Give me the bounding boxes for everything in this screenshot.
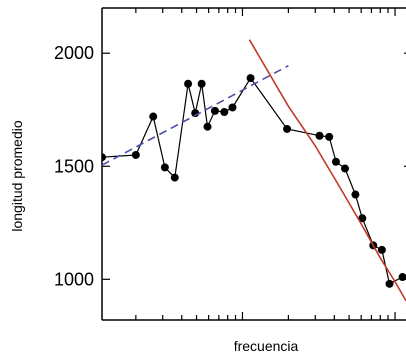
- y-tick-label: 2000: [54, 43, 94, 63]
- data-point: [131, 150, 140, 159]
- decay-fit-curve: [248, 39, 406, 302]
- y-tick-label: 1000: [54, 269, 94, 289]
- data-point: [149, 112, 158, 121]
- data-point: [341, 164, 350, 173]
- y-tick-label: 1500: [54, 156, 94, 176]
- data-point: [351, 190, 360, 199]
- data-point: [197, 79, 206, 88]
- labels-layer: longitud promedio frecuencia 1000 1500 200…: [9, 43, 299, 354]
- y-axis-title: longitud promedio: [9, 120, 25, 232]
- linear-fit-dashed-line: [102, 64, 289, 166]
- data-point: [377, 245, 386, 254]
- data-point: [385, 279, 394, 288]
- data-series-line: [102, 77, 403, 285]
- data-point: [203, 122, 212, 131]
- data-point: [325, 132, 334, 141]
- data-point: [228, 103, 237, 112]
- data-point: [358, 214, 367, 223]
- series-layer: [102, 39, 406, 302]
- data-point: [315, 131, 324, 140]
- data-point: [170, 173, 179, 182]
- data-point: [184, 79, 193, 88]
- axes: [101, 7, 406, 321]
- data-point: [160, 163, 169, 172]
- data-point: [331, 157, 340, 166]
- x-axis-title: frecuencia: [234, 338, 299, 354]
- data-point: [220, 108, 229, 116]
- data-point: [102, 153, 106, 162]
- data-point: [246, 74, 255, 83]
- data-point: [210, 106, 219, 115]
- data-point: [283, 124, 292, 133]
- data-point: [398, 273, 406, 282]
